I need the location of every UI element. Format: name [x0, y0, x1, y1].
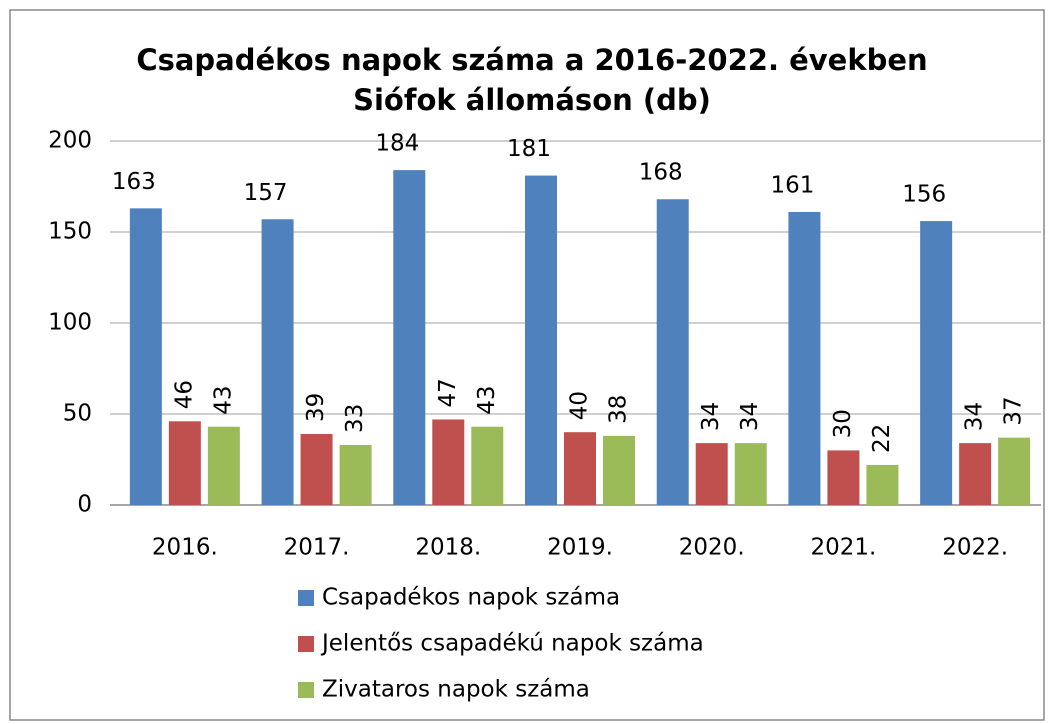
legend-swatch: [298, 682, 314, 698]
y-tick-label: 50: [63, 401, 92, 427]
data-label: 34: [737, 402, 763, 431]
chart-title: Siófok állomáson (db): [353, 83, 711, 117]
bar: [432, 419, 465, 505]
data-label: 40: [567, 391, 593, 420]
x-tick-label: 2022.: [942, 535, 1008, 561]
bar: [564, 432, 596, 505]
bar: [695, 443, 728, 505]
data-label: 181: [507, 136, 551, 162]
bar: [207, 426, 240, 505]
bar: [866, 464, 899, 505]
bar: [788, 211, 821, 506]
data-label: 161: [770, 172, 814, 198]
x-tick-label: 2021.: [810, 535, 876, 561]
chart-title: Csapadékos napok száma a 2016-2022. évek…: [136, 43, 927, 77]
data-label: 30: [830, 409, 856, 438]
bar: [261, 219, 294, 505]
x-tick-label: 2018.: [415, 535, 481, 561]
bar: [393, 170, 426, 505]
data-label: 37: [1001, 396, 1027, 425]
legend-label: Zivataros napok száma: [322, 677, 590, 703]
x-tick-label: 2017.: [284, 535, 350, 561]
bar: [656, 199, 689, 506]
bar: [525, 175, 557, 505]
bar: [734, 443, 767, 505]
data-label: 157: [244, 180, 288, 206]
data-label: 163: [112, 169, 156, 195]
bar: [129, 208, 162, 505]
y-tick-label: 200: [48, 128, 92, 154]
data-label: 43: [474, 385, 500, 414]
data-label: 22: [869, 424, 895, 453]
data-label: 39: [303, 393, 329, 422]
y-tick-label: 150: [48, 219, 92, 245]
y-tick-label: 0: [77, 492, 92, 518]
bar: [471, 426, 504, 505]
data-label: 156: [902, 182, 946, 208]
data-label: 47: [435, 378, 461, 407]
bar: [339, 444, 372, 505]
bar: [168, 421, 201, 505]
bar: [920, 221, 953, 505]
legend-swatch: [298, 636, 314, 652]
data-label: 34: [698, 402, 724, 431]
x-tick-label: 2019.: [547, 535, 613, 561]
bar: [827, 450, 860, 505]
data-label: 38: [606, 395, 632, 424]
data-label: 33: [342, 404, 368, 433]
data-label: 34: [962, 402, 988, 431]
y-tick-label: 100: [48, 310, 92, 336]
data-label: 168: [639, 160, 683, 186]
legend-label: Jelentős csapadékú napok száma: [320, 631, 704, 657]
data-label: 46: [171, 380, 197, 409]
bar: [603, 435, 635, 505]
legend-swatch: [298, 590, 314, 606]
x-tick-label: 2016.: [152, 535, 218, 561]
bar: [998, 437, 1031, 505]
data-label: 43: [210, 385, 236, 414]
data-label: 184: [375, 131, 419, 157]
bar: [959, 443, 992, 505]
bar: [300, 434, 333, 505]
x-tick-label: 2020.: [679, 535, 745, 561]
legend-label: Csapadékos napok száma: [322, 585, 620, 611]
